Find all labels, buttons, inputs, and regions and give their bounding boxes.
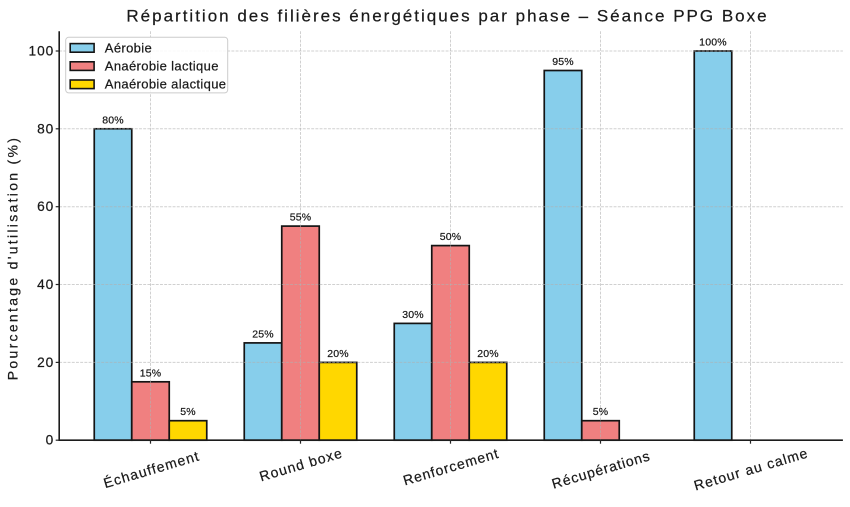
svg-text:Répartition des filières énerg: Répartition des filières énergétiques pa… [126, 7, 768, 26]
svg-text:80: 80 [37, 121, 54, 136]
svg-text:100: 100 [28, 44, 54, 59]
svg-text:80%: 80% [102, 114, 124, 126]
svg-text:Aérobie: Aérobie [105, 40, 152, 55]
svg-text:Anaérobie lactique: Anaérobie lactique [105, 59, 219, 74]
svg-text:100%: 100% [699, 37, 727, 49]
svg-text:25%: 25% [252, 328, 274, 340]
svg-text:40: 40 [37, 277, 54, 292]
svg-text:0: 0 [46, 433, 55, 448]
svg-text:5%: 5% [180, 406, 196, 418]
svg-text:Pourcentage d'utilisation (%): Pourcentage d'utilisation (%) [5, 136, 21, 380]
svg-text:50%: 50% [440, 231, 462, 243]
svg-text:Anaérobie alactique: Anaérobie alactique [105, 77, 227, 92]
svg-text:15%: 15% [140, 367, 162, 379]
svg-text:20%: 20% [327, 348, 349, 360]
svg-text:60: 60 [37, 199, 54, 214]
svg-text:55%: 55% [290, 212, 312, 224]
svg-text:30%: 30% [402, 309, 424, 321]
svg-text:5%: 5% [593, 406, 609, 418]
svg-text:20%: 20% [477, 348, 499, 360]
svg-text:20: 20 [37, 355, 54, 370]
svg-text:95%: 95% [552, 56, 574, 68]
